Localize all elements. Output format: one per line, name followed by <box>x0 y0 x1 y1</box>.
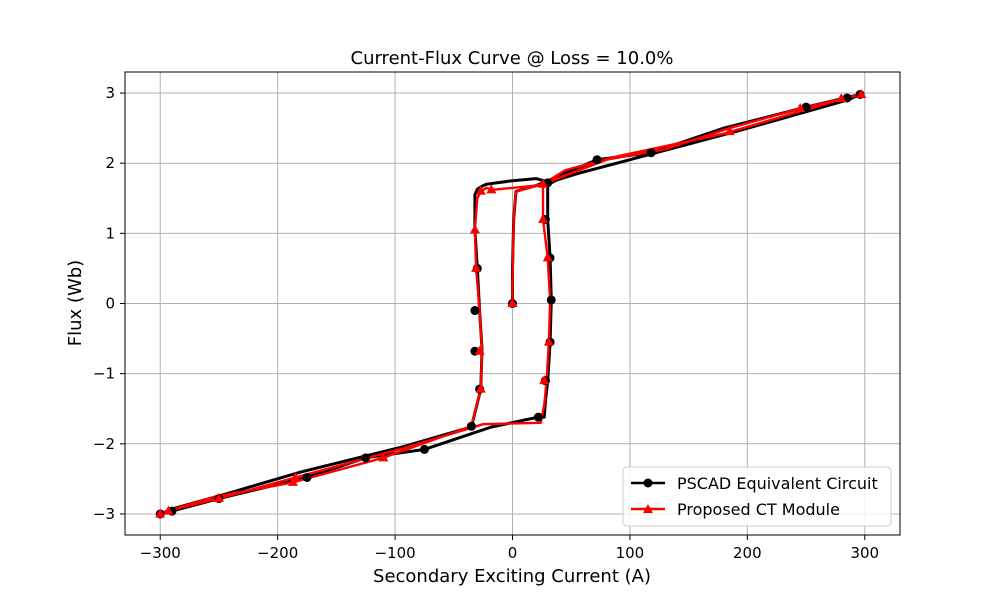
chart-title: Current-Flux Curve @ Loss = 10.0% <box>351 48 674 69</box>
data-point-pscad <box>466 421 476 431</box>
data-point-proposed <box>474 345 485 355</box>
y-tick-label: −3 <box>93 505 115 523</box>
data-point-proposed <box>378 452 389 462</box>
data-point-proposed <box>287 476 298 486</box>
legend-label-pscad: PSCAD Equivalent Circuit <box>677 474 878 493</box>
y-tick-label: 2 <box>105 154 115 172</box>
x-tick-label: 200 <box>733 544 762 562</box>
x-axis-label: Secondary Exciting Current (A) <box>373 566 651 587</box>
series-markers <box>155 88 867 519</box>
data-point-pscad <box>533 412 543 422</box>
y-tick-label: −1 <box>93 365 115 383</box>
data-point-pscad <box>470 306 480 316</box>
legend: PSCAD Equivalent Circuit Proposed CT Mod… <box>622 466 892 527</box>
x-tick-label: −100 <box>374 544 415 562</box>
data-point-pscad <box>646 148 656 158</box>
legend-box <box>622 466 892 527</box>
x-tick-label: −200 <box>257 544 298 562</box>
y-tick-label: −2 <box>93 435 115 453</box>
data-point-proposed <box>507 298 518 307</box>
data-point-pscad <box>801 102 811 112</box>
data-point-proposed <box>539 375 550 385</box>
data-point-pscad <box>419 444 429 454</box>
legend-label-proposed: Proposed CT Module <box>677 500 840 519</box>
data-point-proposed <box>486 184 497 194</box>
data-point-proposed <box>475 185 486 195</box>
data-point-proposed <box>538 213 549 223</box>
data-point-proposed <box>538 178 549 188</box>
data-point-proposed <box>475 383 486 393</box>
legend-marker-pscad <box>643 478 653 488</box>
y-tick-label: 0 <box>105 295 115 313</box>
data-point-pscad <box>302 472 312 482</box>
data-point-pscad <box>592 155 602 165</box>
data-point-proposed <box>543 336 554 346</box>
data-point-proposed <box>471 262 482 272</box>
legend-marker-proposed <box>643 504 653 513</box>
data-point-pscad <box>546 295 556 305</box>
y-axis-label: Flux (Wb) <box>65 260 86 346</box>
y-tick-label: 1 <box>105 224 115 242</box>
data-point-proposed <box>213 493 224 503</box>
x-tick-label: 100 <box>616 544 645 562</box>
x-tick-label: 0 <box>508 544 518 562</box>
data-point-proposed <box>163 505 174 515</box>
data-point-pscad <box>361 453 371 463</box>
data-point-proposed <box>795 102 806 112</box>
data-point-proposed <box>469 224 480 234</box>
data-point-proposed <box>155 508 166 518</box>
data-point-proposed <box>724 126 735 136</box>
data-point-proposed <box>856 88 867 98</box>
x-tick-label: 300 <box>850 544 879 562</box>
axis-ticks: −300 −200 −100 0 100 200 300 −3 −2 −1 0 1 2 3 <box>93 84 879 562</box>
data-point-proposed <box>836 93 847 103</box>
x-tick-label: −300 <box>140 544 181 562</box>
data-point-proposed <box>542 252 553 262</box>
y-tick-label: 3 <box>105 84 115 102</box>
